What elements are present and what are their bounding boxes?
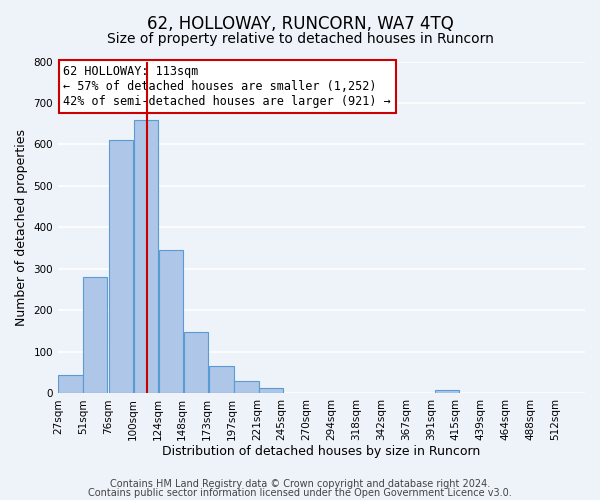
Y-axis label: Number of detached properties: Number of detached properties [15,129,28,326]
X-axis label: Distribution of detached houses by size in Runcorn: Distribution of detached houses by size … [163,444,481,458]
Text: Size of property relative to detached houses in Runcorn: Size of property relative to detached ho… [107,32,493,46]
Bar [58,374,83,394]
Bar [259,388,283,394]
Bar [184,332,208,394]
Bar [234,381,259,394]
Bar [83,277,107,394]
Bar [159,250,183,394]
Bar [134,120,158,394]
Text: Contains public sector information licensed under the Open Government Licence v3: Contains public sector information licen… [88,488,512,498]
Text: 62 HOLLOWAY: 113sqm
← 57% of detached houses are smaller (1,252)
42% of semi-det: 62 HOLLOWAY: 113sqm ← 57% of detached ho… [64,65,391,108]
Bar [435,390,460,394]
Text: Contains HM Land Registry data © Crown copyright and database right 2024.: Contains HM Land Registry data © Crown c… [110,479,490,489]
Text: 62, HOLLOWAY, RUNCORN, WA7 4TQ: 62, HOLLOWAY, RUNCORN, WA7 4TQ [146,15,454,33]
Bar [209,366,234,394]
Bar [109,140,133,394]
